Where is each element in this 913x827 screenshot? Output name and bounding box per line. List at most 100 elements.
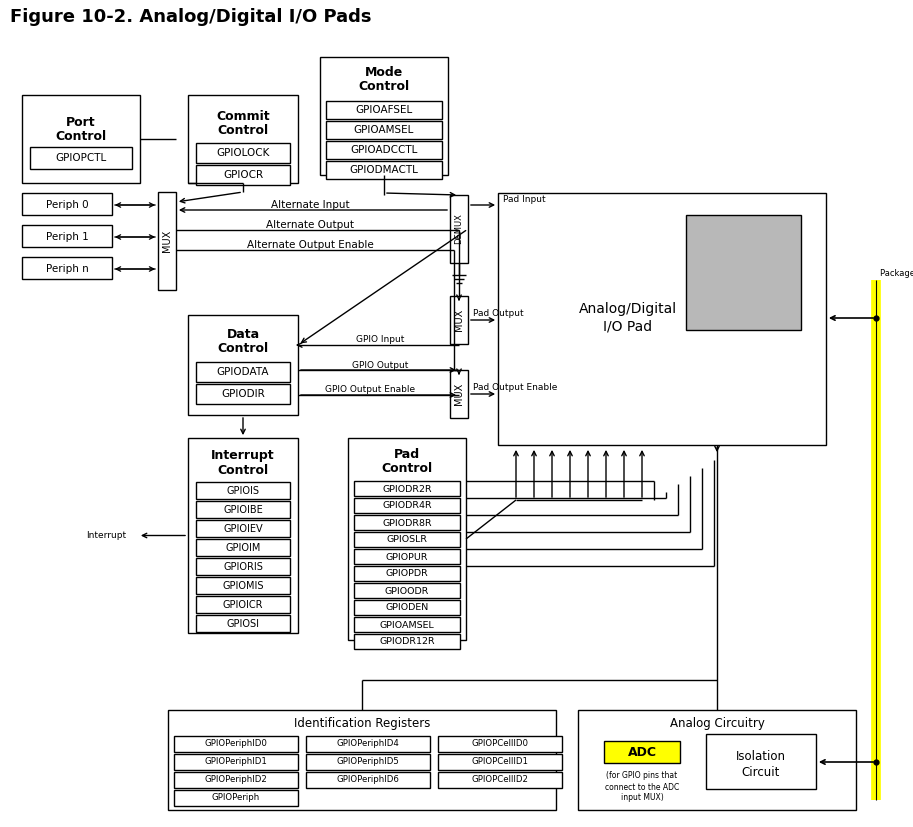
Bar <box>354 515 460 530</box>
Bar <box>686 215 801 330</box>
Bar <box>188 95 298 183</box>
Text: GPIODR12R: GPIODR12R <box>379 638 435 647</box>
Text: GPIO Output Enable: GPIO Output Enable <box>325 385 415 394</box>
Bar <box>354 481 460 496</box>
Text: Control: Control <box>56 131 107 144</box>
Text: GPIODMACTL: GPIODMACTL <box>350 165 418 175</box>
Bar <box>354 498 460 513</box>
Text: GPIORIS: GPIORIS <box>223 562 263 572</box>
Bar <box>174 790 298 806</box>
Bar <box>196 539 290 556</box>
Bar <box>196 143 290 163</box>
Bar <box>22 95 140 183</box>
Text: Interrupt: Interrupt <box>211 450 275 462</box>
Text: GPIOODR: GPIOODR <box>384 586 429 595</box>
Text: GPIOPCellID1: GPIOPCellID1 <box>471 758 529 767</box>
Text: GPIOPeriphID0: GPIOPeriphID0 <box>205 739 268 748</box>
Text: GPIO Input: GPIO Input <box>356 336 404 345</box>
Text: GPIOCR: GPIOCR <box>223 170 263 180</box>
Text: GPIOIEV: GPIOIEV <box>223 524 263 534</box>
Bar <box>450 296 468 344</box>
Text: connect to the ADC: connect to the ADC <box>605 782 679 791</box>
Bar <box>174 754 298 770</box>
Text: GPIOAMSEL: GPIOAMSEL <box>354 125 415 135</box>
Text: MUX: MUX <box>454 308 464 331</box>
Text: MUX: MUX <box>162 230 172 252</box>
Text: GPIOPeriphID5: GPIOPeriphID5 <box>337 758 399 767</box>
Bar <box>196 482 290 499</box>
Text: Control: Control <box>359 80 410 93</box>
Text: GPIODR2R: GPIODR2R <box>383 485 432 494</box>
Bar <box>174 772 298 788</box>
Text: GPIOLOCK: GPIOLOCK <box>216 148 269 158</box>
Text: Alternate Output: Alternate Output <box>266 220 354 230</box>
Bar <box>188 438 298 633</box>
Bar <box>604 741 680 763</box>
Text: Alternate Input: Alternate Input <box>270 200 350 210</box>
Text: GPIOPCTL: GPIOPCTL <box>56 153 107 163</box>
Text: GPIOPCellID2: GPIOPCellID2 <box>471 776 529 785</box>
Text: GPIOPeriph: GPIOPeriph <box>212 793 260 802</box>
Text: Pad Output: Pad Output <box>473 309 524 318</box>
Text: GPIODATA: GPIODATA <box>216 367 269 377</box>
Text: GPIOIM: GPIOIM <box>226 543 261 553</box>
Bar <box>196 165 290 185</box>
Bar <box>354 600 460 615</box>
Bar <box>196 596 290 613</box>
Bar <box>326 101 442 119</box>
Text: DEMUX: DEMUX <box>455 213 464 245</box>
Text: Periph n: Periph n <box>46 264 89 274</box>
Text: Circuit: Circuit <box>741 766 781 778</box>
Bar <box>22 193 112 215</box>
Text: GPIOSLR: GPIOSLR <box>386 536 427 544</box>
Text: Pad Input: Pad Input <box>503 195 546 204</box>
Text: GPIOICR: GPIOICR <box>223 600 263 610</box>
Text: Package I/O P...: Package I/O P... <box>880 269 913 278</box>
Bar <box>450 370 468 418</box>
Text: GPIOPCellID0: GPIOPCellID0 <box>471 739 529 748</box>
Bar <box>196 362 290 382</box>
Text: GPIOSI: GPIOSI <box>226 619 259 629</box>
Bar <box>354 617 460 632</box>
Bar <box>354 549 460 564</box>
Text: GPIOPUR: GPIOPUR <box>386 552 428 562</box>
Bar <box>196 577 290 594</box>
Text: Control: Control <box>217 342 268 356</box>
Text: Figure 10-2. Analog/Digital I/O Pads: Figure 10-2. Analog/Digital I/O Pads <box>10 8 372 26</box>
Bar <box>320 57 448 175</box>
Text: Periph 0: Periph 0 <box>46 200 89 210</box>
Text: Interrupt: Interrupt <box>86 531 126 540</box>
Text: Data: Data <box>226 328 259 342</box>
Text: GPIOADCCTL: GPIOADCCTL <box>351 145 417 155</box>
Bar <box>306 772 430 788</box>
Bar <box>30 147 132 169</box>
Text: GPIODIR: GPIODIR <box>221 389 265 399</box>
Bar <box>354 634 460 649</box>
Bar <box>22 257 112 279</box>
Text: Pad Output Enable: Pad Output Enable <box>473 384 557 393</box>
Text: Alternate Output Enable: Alternate Output Enable <box>247 240 373 250</box>
Bar <box>174 736 298 752</box>
Bar <box>158 192 176 290</box>
Text: GPIOPeriphID1: GPIOPeriphID1 <box>205 758 268 767</box>
Bar <box>196 384 290 404</box>
Bar <box>438 772 562 788</box>
Text: Control: Control <box>217 463 268 476</box>
Bar <box>326 161 442 179</box>
Text: (for GPIO pins that: (for GPIO pins that <box>606 772 677 781</box>
Text: Analog Circuitry: Analog Circuitry <box>669 718 764 730</box>
Text: GPIOPeriphID4: GPIOPeriphID4 <box>337 739 399 748</box>
Text: GPIOMIS: GPIOMIS <box>222 581 264 591</box>
Text: GPIOAMSEL: GPIOAMSEL <box>380 620 435 629</box>
Bar <box>354 532 460 547</box>
Bar <box>196 558 290 575</box>
Text: I/O Pad: I/O Pad <box>603 320 653 334</box>
Bar <box>326 121 442 139</box>
Bar <box>438 754 562 770</box>
Text: Mode: Mode <box>365 66 404 79</box>
Text: Analog/Digital: Analog/Digital <box>579 302 677 316</box>
Bar <box>578 710 856 810</box>
Bar <box>22 225 112 247</box>
Bar <box>196 520 290 537</box>
Bar <box>438 736 562 752</box>
